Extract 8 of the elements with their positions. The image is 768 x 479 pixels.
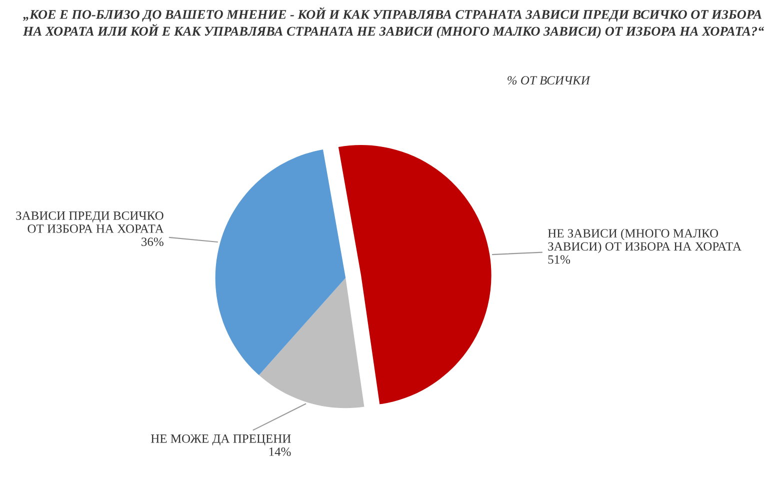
chart-subtitle: % ОТ ВСИЧКИ bbox=[508, 76, 590, 85]
data-label: 51% bbox=[548, 255, 570, 264]
slice-label: НЕ ЗАВИСИ (МНОГО МАЛКО ЗАВИСИ) ОТ ИЗБОРА НА ХОРАТА bbox=[548, 228, 742, 254]
chart-title: „КОЕ Е ПО-БЛИЗО ДО ВАШЕТО МНЕНИЕ - КОЙ И КАК УПРАВЛЯВА СТРАНАТА ЗАВИСИ ПРЕДИ ВСИЧКО ОТ ИЗБОРА НА ХОРАТА ИЛИ КОЙ Е КАК УПРАВЛЯВА СТРАНАТА НЕ ЗАВИСИ (МНОГО МАЛКО ЗАВИСИ) ОТ ИЗБОРА НА ХОРАТА?“ bbox=[22, 7, 764, 38]
data-label: 14% bbox=[269, 447, 291, 456]
slice-label: НЕ МОЖЕ ДА ПРЕЦЕНИ bbox=[150, 434, 291, 446]
slice-label: ЗАВИСИ ПРЕДИ ВСИЧКО ОТ ИЗБОРА НА ХОРАТА bbox=[16, 211, 164, 233]
data-label: 36% bbox=[142, 238, 164, 246]
